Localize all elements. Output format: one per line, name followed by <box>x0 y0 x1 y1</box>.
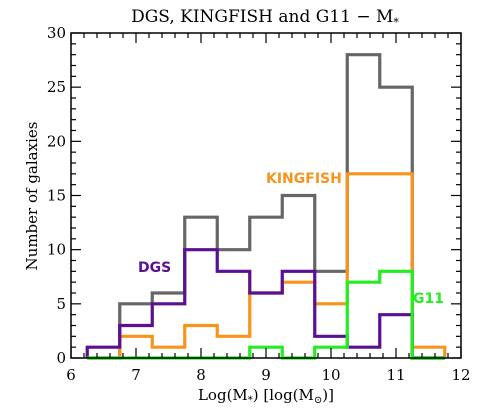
y-tick-label: 20 <box>47 132 66 150</box>
series-line-dgs <box>85 248 445 360</box>
y-tick-label: 10 <box>47 241 66 259</box>
series-line-total <box>87 53 445 360</box>
y-tick-label: 25 <box>47 78 66 96</box>
plot-border <box>70 32 462 359</box>
plot-frame: 6 7 8 9 10 11 12 0 5 10 15 20 25 30 <box>47 24 471 384</box>
y-ticks: 0 5 10 15 20 25 30 <box>47 24 461 367</box>
chart-title: DGS, KINGFISH and G11 − M* <box>131 7 399 29</box>
x-tick-label: 6 <box>66 366 76 384</box>
x-tick-label: 11 <box>386 366 405 384</box>
kingfish-label: KINGFISH <box>266 171 342 187</box>
dgs-label: DGS <box>138 260 171 276</box>
y-axis-label: Number of galaxies <box>23 122 41 271</box>
y-tick-label: 30 <box>47 24 66 42</box>
y-tick-label: 5 <box>56 295 66 313</box>
x-axis-label: Log(M*) [log(M⊙)] <box>198 386 334 406</box>
x-tick-label: 12 <box>451 366 470 384</box>
x-ticks: 6 7 8 9 10 11 12 <box>66 33 471 384</box>
x-tick-label: 9 <box>261 366 271 384</box>
y-tick-label: 0 <box>56 349 66 367</box>
x-tick-label: 7 <box>131 366 141 384</box>
x-tick-label: 8 <box>196 366 206 384</box>
x-tick-label: 10 <box>321 366 340 384</box>
series-layer <box>85 53 447 360</box>
y-tick-label: 15 <box>47 187 66 205</box>
g11-label: G11 <box>413 291 444 307</box>
